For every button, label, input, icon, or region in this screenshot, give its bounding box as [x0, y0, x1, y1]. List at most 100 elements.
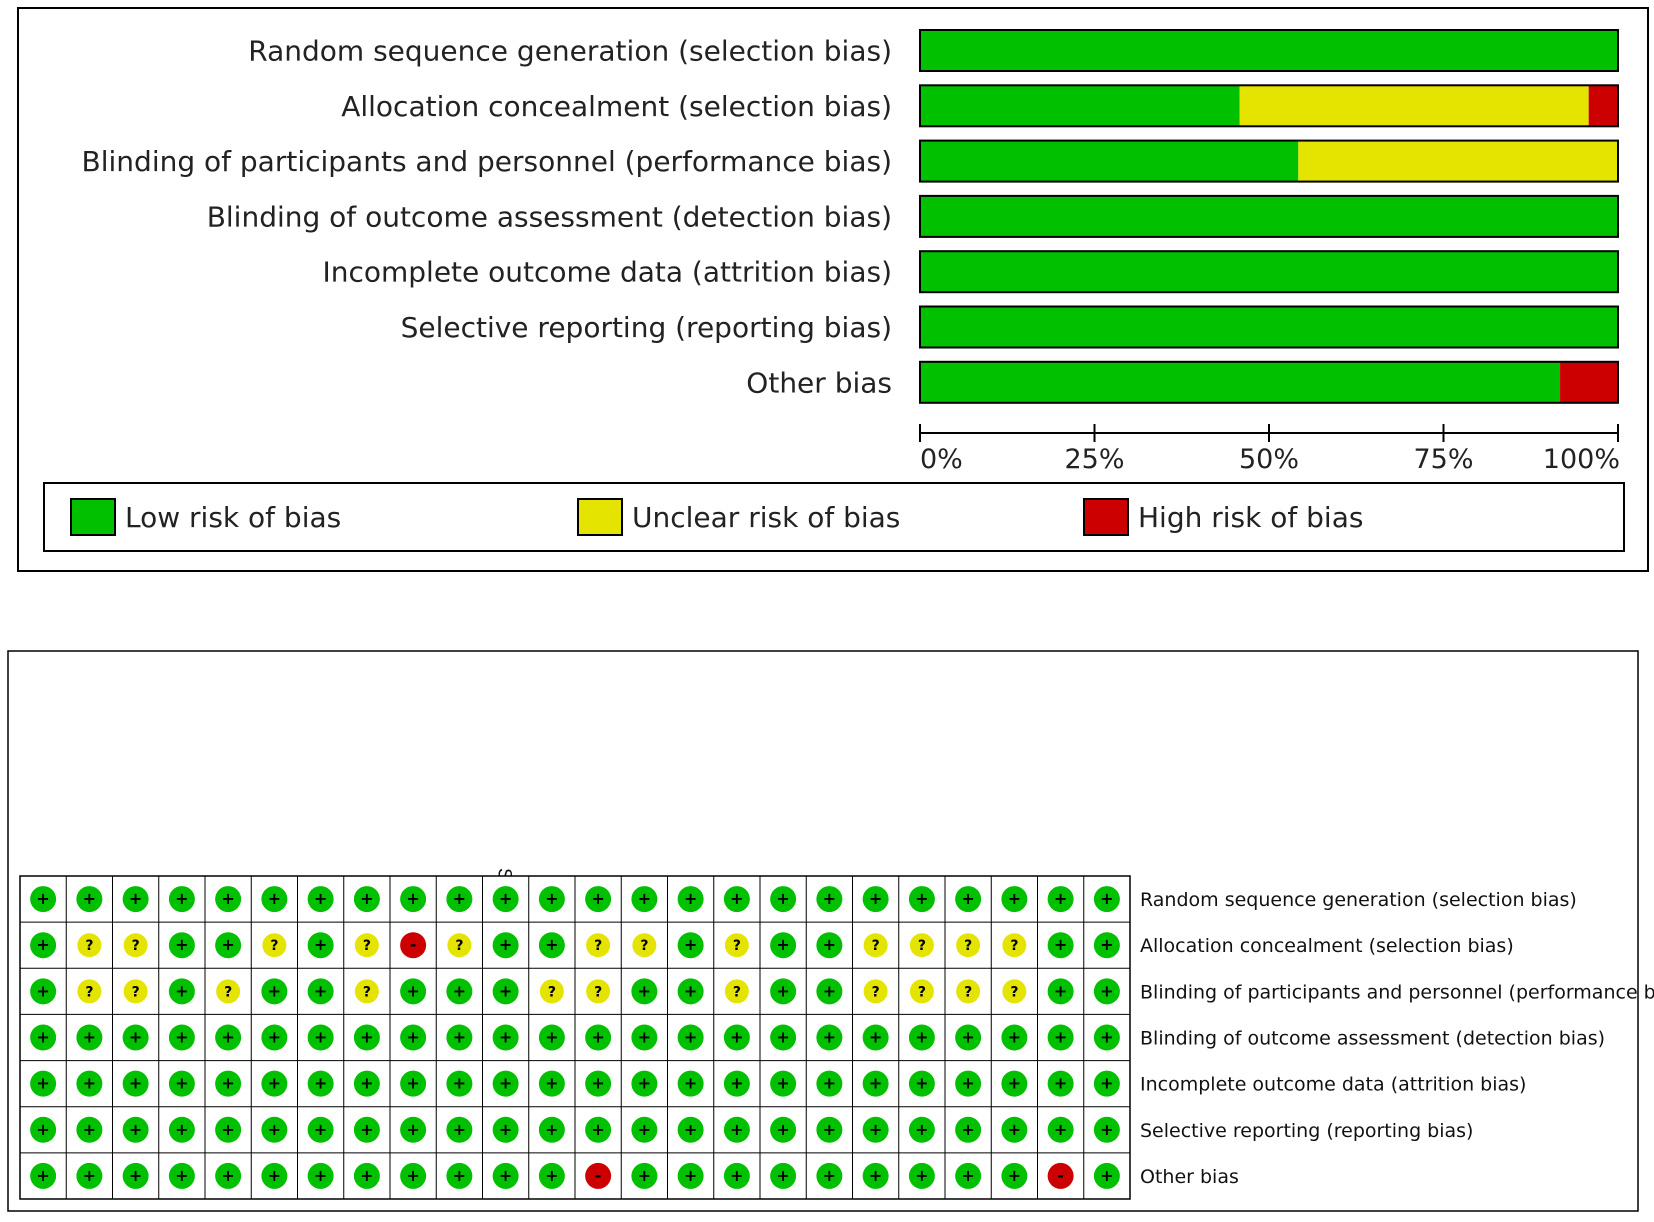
dot-symbol: + [129, 1074, 142, 1093]
dot-circle [30, 886, 57, 913]
legend-swatch-unclear-risk-of-bias [577, 498, 623, 536]
dot-circle [585, 886, 612, 913]
dot-symbol: + [221, 1074, 234, 1093]
dot-symbol: + [1008, 1120, 1021, 1139]
dot-low-r1-c7: + [307, 886, 334, 913]
dot-low-r4-c22: + [1001, 1024, 1028, 1051]
dot-low-r3-c11: + [492, 978, 519, 1005]
summary-judgement-dots: + + + + + + + + + + + + + + + + + + + + + + + + +?? + +? +? -? + +?? +?… [30, 886, 1120, 1189]
dot-symbol: + [360, 1166, 373, 1185]
dot-symbol: ? [363, 938, 371, 954]
dot-circle [307, 1070, 334, 1097]
dot-symbol: + [175, 935, 188, 954]
dot-symbol: + [36, 1028, 49, 1047]
dot-symbol: + [360, 1074, 373, 1093]
dot-low-r6-c17: + [770, 1116, 797, 1143]
dot-symbol: + [776, 1028, 789, 1047]
dot-symbol: + [545, 935, 558, 954]
dot-low-r7-c14: + [631, 1162, 658, 1189]
dot-circle [353, 1116, 380, 1143]
dot-low-r1-c2: + [76, 886, 103, 913]
dot-symbol: + [1054, 889, 1067, 908]
dot-symbol: + [499, 889, 512, 908]
bar-outline-3 [919, 139, 1619, 183]
dot-circle [585, 1070, 612, 1097]
dot-symbol: + [545, 889, 558, 908]
dot-circle [862, 1070, 889, 1097]
dot-circle [1001, 886, 1028, 913]
dot-symbol: + [638, 1028, 651, 1047]
dot-symbol: + [1100, 935, 1113, 954]
dot-circle [307, 932, 334, 959]
dot-low-r1-c3: + [122, 886, 149, 913]
dot-symbol: + [406, 981, 419, 1000]
dot-low-r6-c6: + [261, 1116, 288, 1143]
dot-symbol: + [915, 1120, 928, 1139]
dot-symbol: + [869, 1028, 882, 1047]
dot-symbol: + [175, 1166, 188, 1185]
dot-symbol: + [545, 1028, 558, 1047]
bar-outline-1 [919, 29, 1619, 72]
graph-x-axis: 0% 25% 50% 75% 100% [919, 424, 1620, 475]
dot-symbol: + [221, 935, 234, 954]
dot-symbol: + [268, 1120, 281, 1139]
dot-circle [492, 978, 519, 1005]
dot-circle [770, 978, 797, 1005]
dot-symbol: + [499, 1074, 512, 1093]
dot-symbol: ? [964, 984, 972, 1000]
dot-low-r3-c4: + [168, 978, 195, 1005]
bar-high-risk-of-bias-2 [1588, 85, 1618, 127]
dot-circle [585, 1162, 612, 1189]
dot-low-r3-c9: + [400, 978, 427, 1005]
dot-low-r6-c1: + [30, 1116, 57, 1143]
dot-low-r7-c1: + [30, 1162, 57, 1189]
dot-low-r6-c8: + [353, 1116, 380, 1143]
dot-circle [1093, 1116, 1120, 1143]
dot-circle [76, 1116, 103, 1143]
dot-symbol: + [360, 1028, 373, 1047]
dot-unclear-r3-c21: ? [956, 979, 981, 1004]
dot-circle [956, 933, 981, 958]
dot-low-r1-c23: + [1047, 886, 1074, 913]
dot-circle [261, 1024, 288, 1051]
dot-symbol: + [221, 889, 234, 908]
dot-symbol: + [591, 1120, 604, 1139]
bar-outline-4 [919, 194, 1619, 238]
dot-symbol: + [776, 889, 789, 908]
dot-low-r7-c16: + [723, 1162, 750, 1189]
dot-symbol: + [684, 889, 697, 908]
dot-circle [400, 886, 427, 913]
dot-low-r5-c18: + [816, 1070, 843, 1097]
summary-label-blinding-of-participants-and-personnel-performance-bias: Blinding of participants and personnel (… [1140, 981, 1654, 1003]
dot-symbol: + [499, 1028, 512, 1047]
bar-low-risk-of-bias-4 [920, 195, 1618, 237]
dot-circle [446, 978, 473, 1005]
dot-unclear-r3-c2: ? [77, 979, 102, 1004]
dot-low-r6-c12: + [538, 1116, 565, 1143]
dot-circle [677, 886, 704, 913]
dot-low-r6-c5: + [215, 1116, 242, 1143]
dot-symbol: + [314, 1120, 327, 1139]
dot-symbol: + [638, 1074, 651, 1093]
dot-circle [122, 1024, 149, 1051]
dot-unclear-r3-c22: ? [1002, 979, 1027, 1004]
dot-low-r4-c15: + [677, 1024, 704, 1051]
dot-circle [1093, 1162, 1120, 1189]
dot-circle [909, 933, 934, 958]
dot-circle [908, 886, 935, 913]
dot-circle [538, 1162, 565, 1189]
dot-low-r4-c18: + [816, 1024, 843, 1051]
dot-low-r4-c2: + [76, 1024, 103, 1051]
dot-low-r5-c19: + [862, 1070, 889, 1097]
dot-symbol: + [453, 1120, 466, 1139]
dot-symbol: + [869, 889, 882, 908]
dot-low-r2-c5: + [215, 932, 242, 959]
dot-symbol: + [915, 889, 928, 908]
dot-low-r7-c20: + [908, 1162, 935, 1189]
dot-symbol: + [1054, 935, 1067, 954]
graph-label-allocation-concealment-selection-bias: Allocation concealment (selection bias) [341, 90, 892, 123]
dot-low-r6-c9: + [400, 1116, 427, 1143]
dot-circle [76, 886, 103, 913]
dot-circle [677, 1162, 704, 1189]
dot-circle [1047, 1162, 1074, 1189]
